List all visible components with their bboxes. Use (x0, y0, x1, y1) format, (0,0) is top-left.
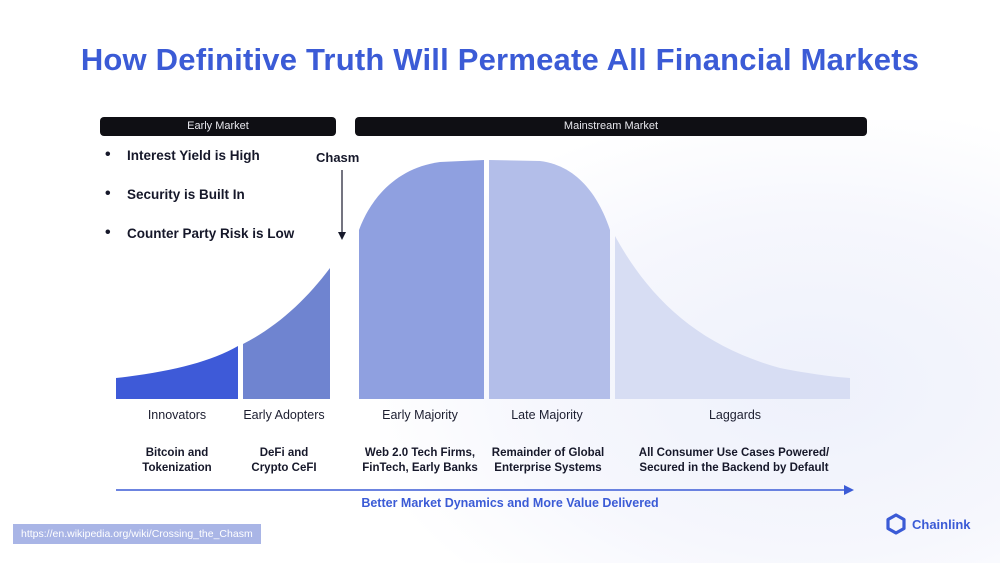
dynamics-label: Better Market Dynamics and More Value De… (361, 496, 659, 510)
segment-label-innovators: Innovators (147, 408, 207, 422)
source-link[interactable]: https://en.wikipedia.org/wiki/Crossing_t… (13, 524, 261, 544)
segment-desc-early-majority: Web 2.0 Tech Firms, FinTech, Early Banks (362, 447, 478, 474)
page-title: How Definitive Truth Will Permeate All F… (80, 42, 920, 77)
innovators-segment (116, 346, 238, 399)
benefit-item-risk: Counter Party Risk is Low (105, 224, 294, 265)
early-adopters-segment (243, 268, 330, 399)
chainlink-hexagon-icon (886, 513, 906, 535)
segment-desc-innovators: Bitcoin and Tokenization (142, 447, 212, 474)
laggards-segment (615, 236, 850, 399)
value-arrow-icon (116, 485, 854, 495)
chasm-arrow-icon (338, 170, 346, 240)
segment-desc-late-majority: Remainder of Global Enterprise Systems (491, 447, 605, 474)
segment-desc-laggards: All Consumer Use Cases Powered/ Secured … (638, 447, 830, 474)
benefit-item-security: Security is Built In (105, 185, 294, 226)
segment-desc-early-adopters: DeFi and Crypto CeFI (251, 447, 317, 474)
brand-name: Chainlink (912, 516, 971, 532)
segment-label-early-adopters: Early Adopters (243, 408, 325, 422)
benefit-item-yield: Interest Yield is High (105, 146, 294, 187)
early-market-bar: Early Market (100, 117, 336, 136)
segment-label-early-majority: Early Majority (382, 408, 458, 422)
early-majority-segment (359, 160, 484, 399)
mainstream-market-bar: Mainstream Market (355, 117, 867, 136)
late-majority-segment (489, 160, 610, 399)
brand-logo: Chainlink (886, 513, 971, 535)
segment-label-late-majority: Late Majority (511, 408, 583, 422)
benefit-list: Interest Yield is High Security is Built… (105, 146, 294, 265)
segment-label-laggards: Laggards (708, 408, 762, 422)
chasm-label: Chasm (316, 150, 360, 165)
